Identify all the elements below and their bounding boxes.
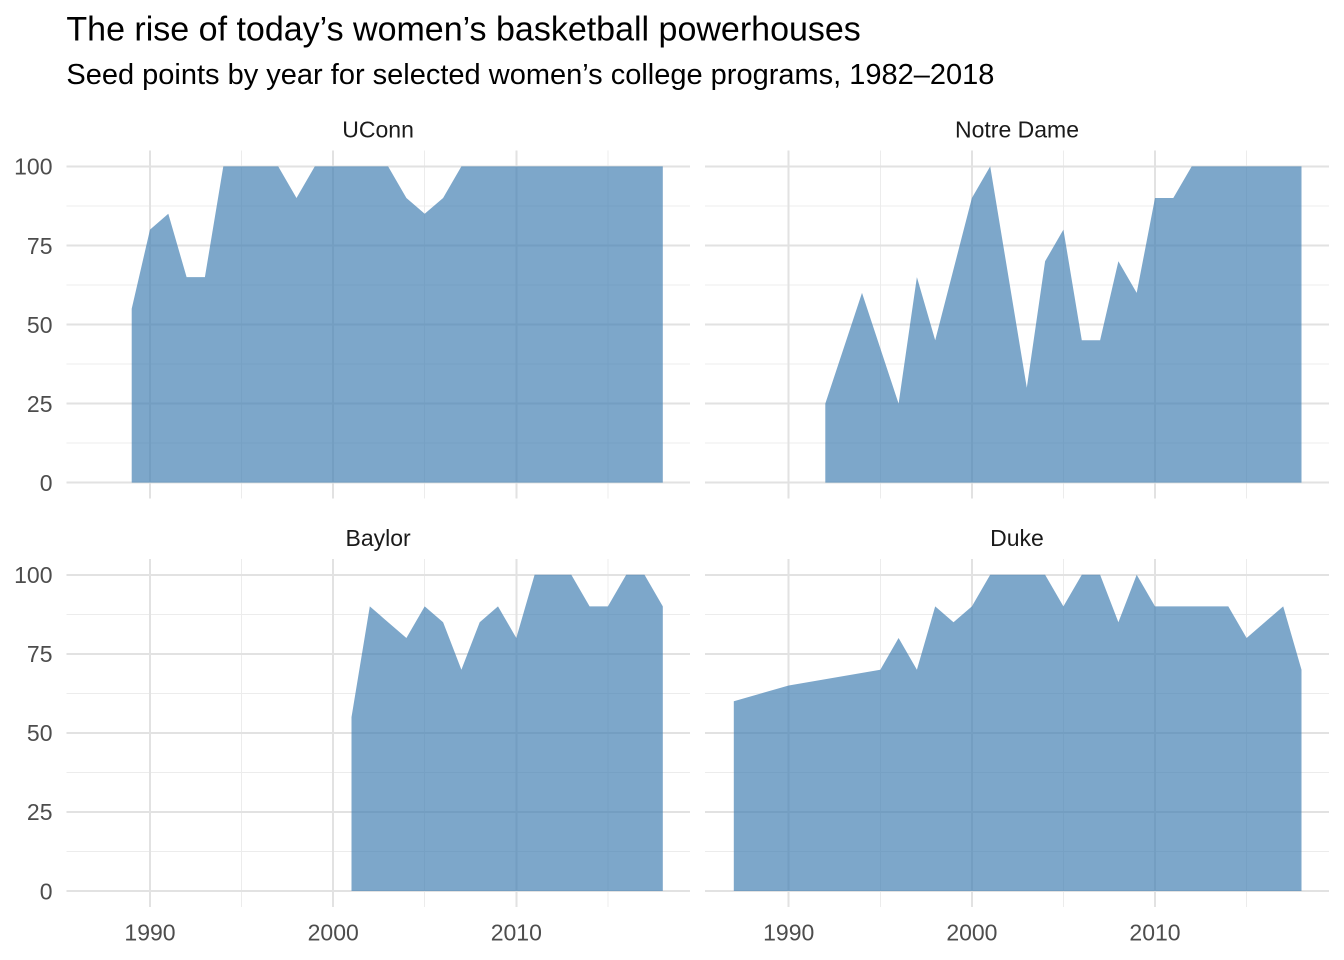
svg-text:25: 25 [27,391,53,417]
svg-text:100: 100 [14,154,52,180]
svg-text:2000: 2000 [946,919,997,945]
svg-text:1990: 1990 [763,919,814,945]
svg-text:0: 0 [40,878,53,904]
svg-text:Baylor: Baylor [345,525,411,551]
svg-text:0: 0 [40,470,53,496]
svg-text:UConn: UConn [342,117,414,143]
svg-text:2010: 2010 [1129,919,1180,945]
svg-text:2000: 2000 [308,919,359,945]
svg-text:Duke: Duke [990,525,1044,551]
svg-text:50: 50 [27,312,53,338]
svg-text:Notre Dame: Notre Dame [955,117,1079,143]
svg-text:25: 25 [27,799,53,825]
svg-text:The rise of today’s women’s ba: The rise of today’s women’s basketball p… [66,11,860,49]
svg-text:75: 75 [27,233,53,259]
svg-text:100: 100 [14,562,52,588]
svg-text:75: 75 [27,641,53,667]
svg-text:2010: 2010 [491,919,542,945]
svg-text:Seed points by year for select: Seed points by year for selected women’s… [66,59,994,91]
svg-text:1990: 1990 [124,919,175,945]
svg-text:50: 50 [27,720,53,746]
